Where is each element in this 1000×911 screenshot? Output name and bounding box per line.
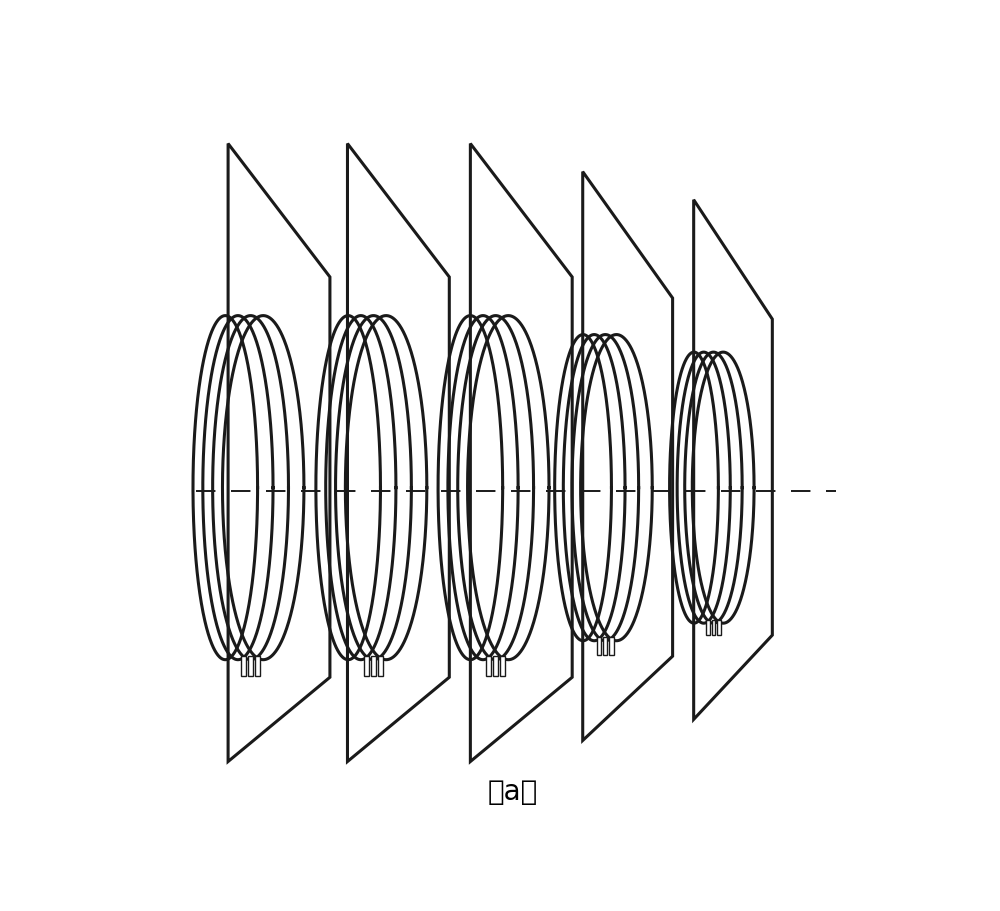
Bar <box>597 638 601 655</box>
Bar <box>371 657 376 676</box>
Bar <box>486 657 491 676</box>
Text: （a）: （a） <box>487 777 538 805</box>
Bar <box>717 620 721 635</box>
Bar <box>364 657 369 676</box>
Bar <box>493 657 498 676</box>
Bar <box>248 657 253 676</box>
Bar <box>255 657 260 676</box>
Bar <box>500 657 505 676</box>
Polygon shape <box>228 144 330 762</box>
Bar <box>241 657 246 676</box>
Polygon shape <box>470 144 572 762</box>
Bar <box>378 657 383 676</box>
Bar <box>603 638 607 655</box>
Bar <box>609 638 614 655</box>
Polygon shape <box>347 144 449 762</box>
Bar <box>712 620 715 635</box>
Bar <box>706 620 710 635</box>
Polygon shape <box>583 172 673 741</box>
Polygon shape <box>694 200 772 720</box>
